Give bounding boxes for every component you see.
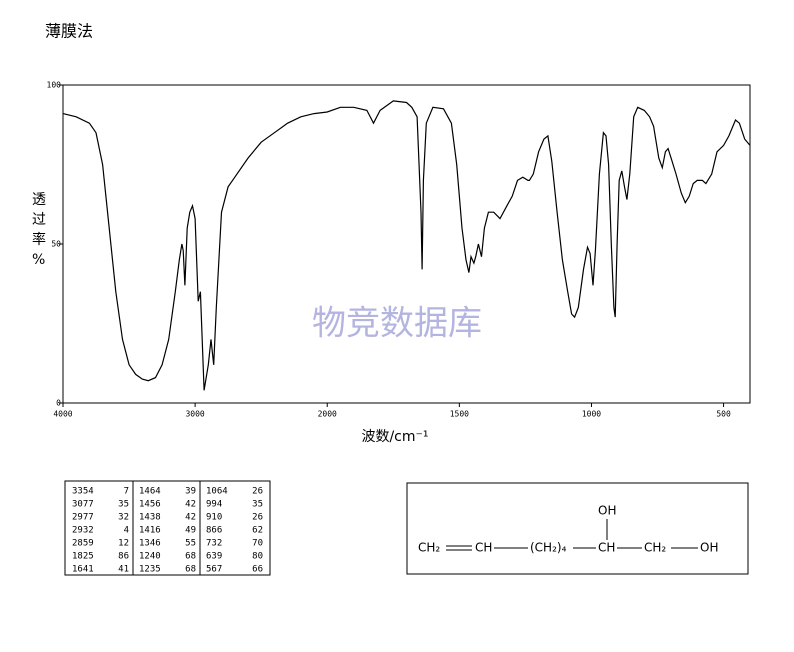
peak-wavenumber: 1641 [72,565,94,575]
peak-wavenumber: 732 [206,539,222,549]
x-tick-label: 3000 [185,410,204,419]
peak-wavenumber: 1438 [139,513,161,523]
peak-transmittance: 32 [118,513,129,523]
peak-transmittance: 26 [252,513,263,523]
peak-wavenumber: 1240 [139,552,161,562]
structure-group: CH₂ [644,541,666,555]
peak-transmittance: 4 [124,526,129,536]
x-axis-label: 波数/cm⁻¹ [361,429,428,445]
peak-transmittance: 35 [252,500,263,510]
x-tick-label: 4000 [53,410,72,419]
peak-transmittance: 39 [185,487,196,497]
peak-transmittance: 42 [185,513,196,523]
peak-wavenumber: 1235 [139,565,161,575]
peak-transmittance: 68 [185,565,196,575]
peak-transmittance: 26 [252,487,263,497]
peak-transmittance: 70 [252,539,263,549]
structure-group: CH₂ [418,541,440,555]
watermark: 物竞数据库 [312,304,482,344]
peak-wavenumber: 567 [206,565,222,575]
peak-wavenumber: 3077 [72,500,94,510]
peak-wavenumber: 1346 [139,539,161,549]
peak-wavenumber: 639 [206,552,222,562]
structure-group: CH [475,541,492,555]
peak-transmittance: 68 [185,552,196,562]
plot-frame [62,84,751,404]
peak-wavenumber: 1416 [139,526,161,536]
spectrum-line [62,100,751,391]
peak-transmittance: 49 [185,526,196,536]
peak-wavenumber: 3354 [72,487,94,497]
peak-transmittance: 55 [185,539,196,549]
structure-frame [406,482,749,575]
x-tick-label: 1500 [450,410,469,419]
peak-wavenumber: 1464 [139,487,161,497]
peak-wavenumber: 2977 [72,513,94,523]
peak-transmittance: 41 [118,565,129,575]
peak-wavenumber: 994 [206,500,222,510]
peak-wavenumber: 866 [206,526,222,536]
structure-group: CH [598,541,615,555]
peak-wavenumber: 1456 [139,500,161,510]
peak-transmittance: 42 [185,500,196,510]
peak-wavenumber: 1064 [206,487,228,497]
peak-transmittance: 12 [118,539,129,549]
structure-group: (CH₂)₄ [530,541,567,555]
peak-transmittance: 7 [124,487,129,497]
y-tick-label: 0 [56,399,61,408]
peak-wavenumber: 1825 [72,552,94,562]
peak-transmittance: 86 [118,552,129,562]
peak-transmittance: 66 [252,565,263,575]
x-tick-label: 1000 [582,410,601,419]
peak-table-frame [64,480,271,576]
peak-wavenumber: 910 [206,513,222,523]
structure-branch: OH [598,504,616,518]
peak-transmittance: 35 [118,500,129,510]
peak-transmittance: 80 [252,552,263,562]
structure-group: OH [700,541,718,555]
chart-title: 薄膜法 [45,22,93,41]
peak-wavenumber: 2932 [72,526,94,536]
y-axis-label: 透过率% [32,192,46,268]
peak-wavenumber: 2859 [72,539,94,549]
y-tick-label: 50 [51,240,61,249]
y-tick-label: 100 [47,81,62,90]
x-tick-label: 500 [716,410,731,419]
x-tick-label: 2000 [318,410,337,419]
peak-transmittance: 62 [252,526,263,536]
